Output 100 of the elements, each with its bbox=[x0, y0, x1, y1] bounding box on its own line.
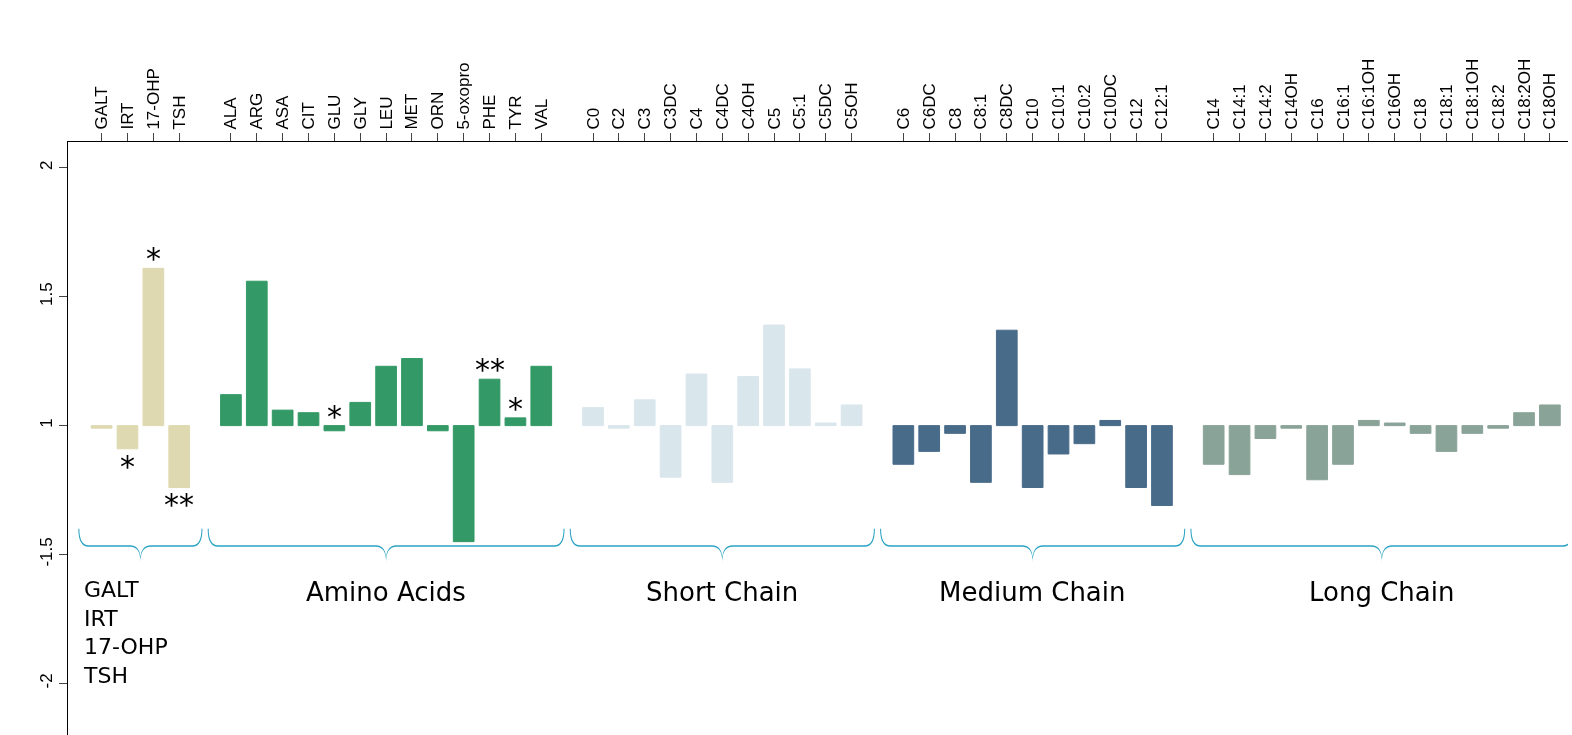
bar bbox=[142, 267, 165, 427]
x-tick-label: GALT bbox=[92, 86, 112, 130]
annotation: Medium Chain bbox=[939, 577, 1126, 607]
bar bbox=[814, 422, 837, 427]
x-tick-label: 17-OHP bbox=[143, 68, 163, 130]
bar bbox=[271, 409, 294, 427]
x-tick-label: TSH bbox=[169, 95, 189, 130]
x-tick-label: ARG bbox=[247, 92, 267, 130]
x-tick-label: C14OH bbox=[1281, 72, 1301, 130]
bar bbox=[375, 365, 397, 427]
x-tick-label: C8DC bbox=[997, 83, 1017, 130]
bar bbox=[1461, 425, 1484, 434]
x-tick-label: C18:2OH bbox=[1514, 58, 1534, 130]
bar bbox=[918, 425, 941, 452]
annotation: ** bbox=[164, 487, 194, 522]
x-tick-label: C5 bbox=[764, 107, 784, 130]
x-tick-label: MET bbox=[402, 93, 422, 130]
annotation: GALT IRT 17-OHP TSH bbox=[83, 577, 168, 688]
x-tick-label: C10DC bbox=[1100, 73, 1120, 130]
annotation: * bbox=[120, 449, 135, 484]
bar bbox=[737, 376, 760, 427]
x-tick-label: C18:1OH bbox=[1462, 58, 1482, 130]
bar bbox=[608, 425, 630, 429]
bar bbox=[1487, 425, 1510, 429]
annotation: * bbox=[327, 399, 342, 434]
x-tick-label: C5DC bbox=[816, 83, 836, 130]
bar bbox=[245, 280, 268, 427]
y-tick-label: 2 bbox=[37, 160, 57, 170]
bar bbox=[168, 425, 191, 488]
annotation: Short Chain bbox=[646, 577, 799, 607]
bar bbox=[1513, 412, 1535, 427]
bar bbox=[1306, 425, 1328, 481]
x-tick-label: C8 bbox=[945, 107, 965, 130]
x-tick-label: C14 bbox=[1204, 98, 1224, 130]
y2-tick-label: -1.5 bbox=[37, 537, 57, 567]
x-tick-label: C4DC bbox=[712, 83, 732, 130]
bar bbox=[944, 425, 966, 434]
bar bbox=[1099, 419, 1122, 427]
x-tick-label: 5-oxopro bbox=[454, 62, 474, 130]
bar bbox=[1202, 425, 1225, 465]
x-tick-label: IRT bbox=[118, 102, 138, 130]
annotation: * bbox=[508, 391, 523, 426]
bar bbox=[995, 329, 1018, 427]
x-tick-label: C4OH bbox=[738, 82, 758, 130]
x-tick-label: C16OH bbox=[1385, 72, 1405, 130]
x-tick-label: C6DC bbox=[919, 83, 939, 130]
x-tick-label: LEU bbox=[376, 96, 396, 130]
bar bbox=[711, 425, 734, 483]
x-tick-label: ALA bbox=[221, 96, 241, 130]
bar bbox=[1047, 425, 1070, 455]
x-tick-label: C18:1 bbox=[1436, 84, 1456, 130]
x-tick-label: C16:1OH bbox=[1359, 58, 1379, 130]
annotation: * bbox=[146, 241, 161, 276]
bar bbox=[1151, 425, 1173, 507]
bar bbox=[1021, 425, 1044, 488]
bar bbox=[659, 425, 682, 478]
annotation: ** bbox=[475, 352, 505, 387]
bar bbox=[297, 412, 320, 427]
x-tick-label: ORN bbox=[428, 91, 448, 130]
y-tick-label: 1 bbox=[37, 418, 57, 428]
bar bbox=[1254, 425, 1277, 439]
bar bbox=[90, 425, 113, 429]
bar bbox=[840, 404, 863, 427]
x-tick-label: C18:2 bbox=[1488, 84, 1508, 130]
y2-tick-label: -2 bbox=[37, 673, 57, 689]
x-tick-label: ASA bbox=[273, 94, 293, 130]
bar bbox=[401, 358, 423, 427]
x-tick-label: C12 bbox=[1126, 98, 1146, 130]
x-tick-label: C4 bbox=[686, 107, 706, 130]
bar bbox=[478, 378, 501, 427]
bar bbox=[504, 417, 527, 427]
x-tick-label: C14:1 bbox=[1230, 84, 1250, 130]
x-tick-label: C3DC bbox=[661, 83, 681, 130]
bar bbox=[530, 365, 553, 427]
x-tick-label: C18 bbox=[1411, 98, 1431, 130]
bar bbox=[116, 425, 139, 450]
bar bbox=[1435, 425, 1458, 452]
x-tick-label: C16 bbox=[1307, 98, 1327, 130]
x-tick-label: C18OH bbox=[1540, 72, 1560, 130]
bar bbox=[1280, 425, 1303, 429]
bar bbox=[1125, 425, 1147, 488]
bar bbox=[633, 399, 656, 427]
bar bbox=[789, 368, 811, 427]
x-tick-label: C10:2 bbox=[1074, 84, 1094, 130]
bar bbox=[1228, 425, 1251, 476]
x-tick-label: VAL bbox=[531, 98, 551, 130]
x-tick-label: C6 bbox=[893, 107, 913, 130]
bar bbox=[426, 425, 449, 432]
bar bbox=[582, 407, 604, 427]
x-tick-label: C12:1 bbox=[1152, 84, 1172, 130]
annotation: Long Chain bbox=[1309, 577, 1455, 607]
x-tick-label: C10 bbox=[1023, 98, 1043, 130]
x-tick-label: C0 bbox=[583, 107, 603, 130]
x-tick-label: GLY bbox=[350, 96, 370, 130]
x-tick-label: C14:2 bbox=[1255, 84, 1275, 130]
x-tick-label: GLU bbox=[324, 94, 344, 130]
bar bbox=[685, 373, 708, 427]
bar bbox=[1383, 422, 1406, 427]
x-tick-label: C2 bbox=[609, 107, 629, 130]
bar bbox=[1539, 404, 1561, 427]
